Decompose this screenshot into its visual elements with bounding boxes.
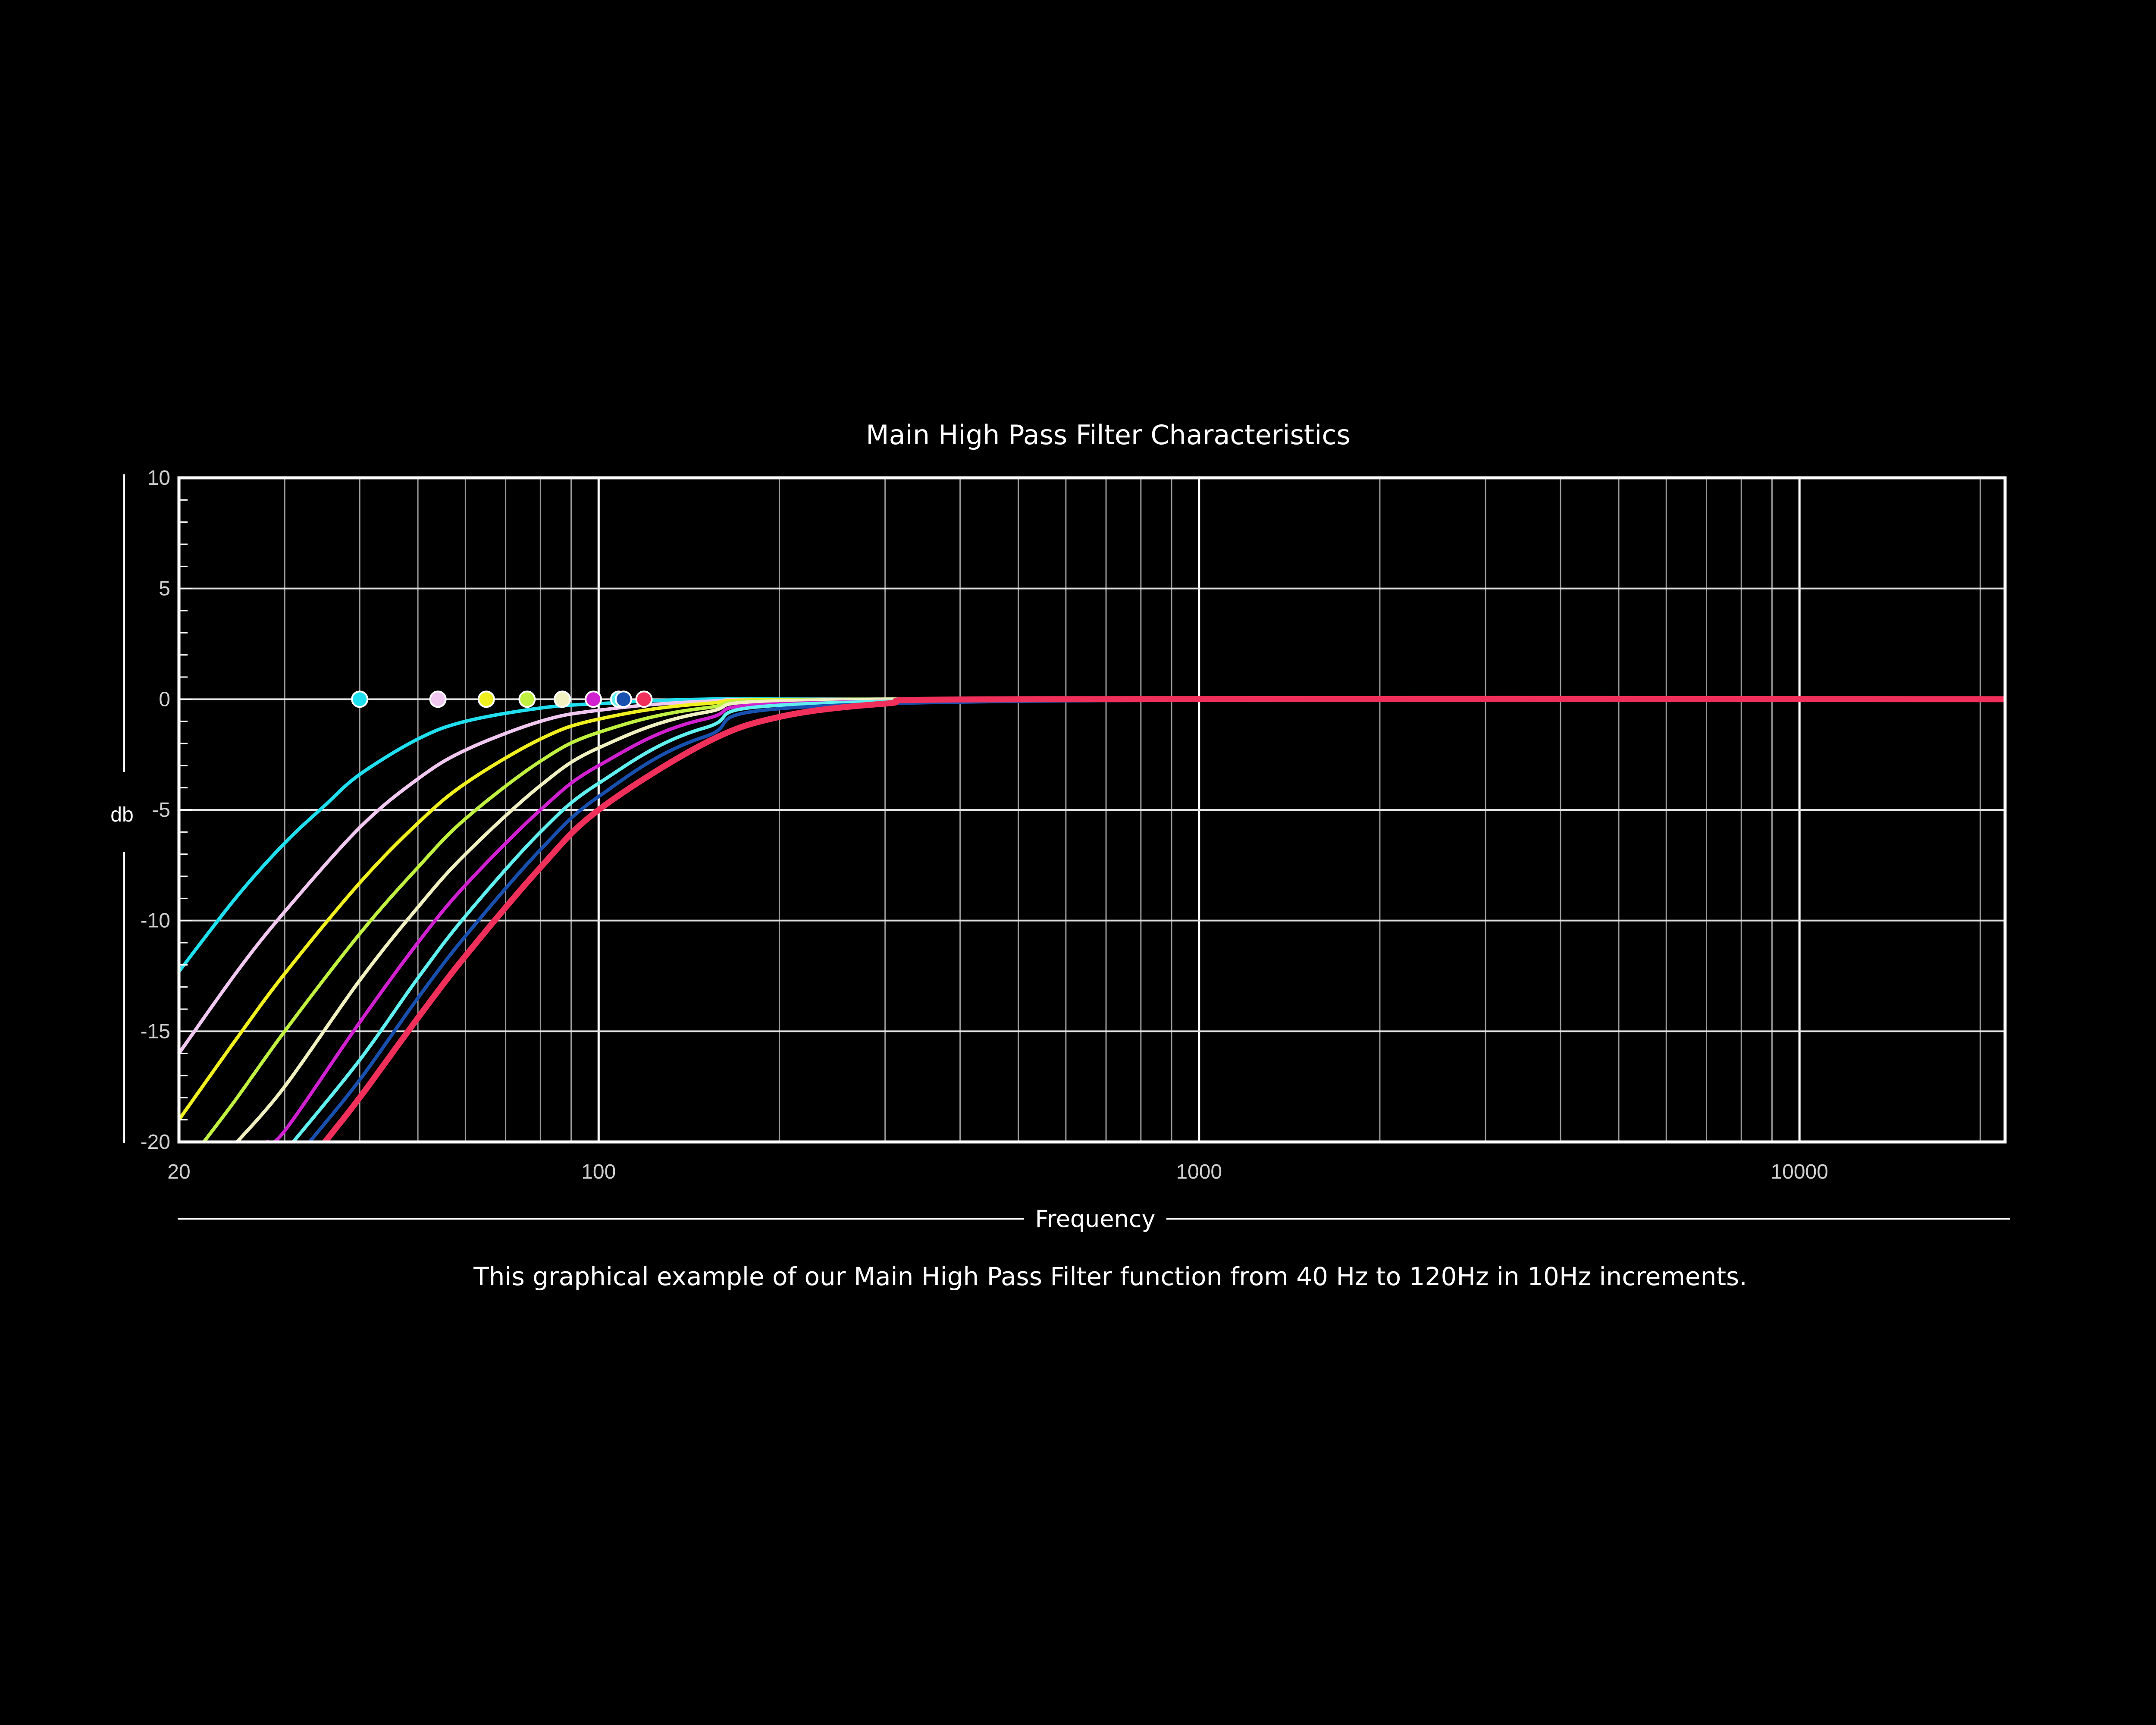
x-axis-label: Frequency <box>1035 1205 1156 1233</box>
y-tick-label: -10 <box>141 910 170 932</box>
cutoff-marker-90hz <box>585 690 602 708</box>
cutoff-marker-70hz <box>518 690 536 708</box>
y-tick-label: 5 <box>159 577 170 600</box>
cutoff-marker-80hz <box>554 690 571 708</box>
y-tick-label: -15 <box>141 1020 170 1043</box>
ticks: 20 100 1000 10000 10 5 0 -5 -10 -15 -20 <box>141 467 1828 1183</box>
grid <box>179 478 2005 1142</box>
x-tick-label: 100 <box>581 1160 616 1183</box>
chart-title: Main High Pass Filter Characteristics <box>866 419 1351 451</box>
x-tick-label: 20 <box>167 1160 190 1183</box>
cutoff-marker-50hz <box>429 690 447 708</box>
y-tick-label: 0 <box>159 688 170 711</box>
x-tick-label: 1000 <box>1176 1160 1222 1183</box>
cutoff-marker-110hz <box>614 690 632 708</box>
y-tick-label: -5 <box>152 799 170 822</box>
series-line-120hz <box>322 696 2005 1142</box>
y-tick-label: 10 <box>147 467 170 489</box>
cutoff-marker-40hz <box>351 690 369 708</box>
markers <box>351 690 653 708</box>
series-line-50hz <box>179 697 2005 1055</box>
chart-caption: This graphical example of our Main High … <box>473 1262 1747 1291</box>
y-tick-label: -20 <box>141 1131 170 1154</box>
cutoff-marker-120hz <box>635 690 653 708</box>
y-axis-label: db <box>110 803 133 826</box>
x-tick-label: 10000 <box>1771 1160 1828 1183</box>
cutoff-marker-60hz <box>477 690 495 708</box>
series-line-60hz <box>179 697 2005 1122</box>
